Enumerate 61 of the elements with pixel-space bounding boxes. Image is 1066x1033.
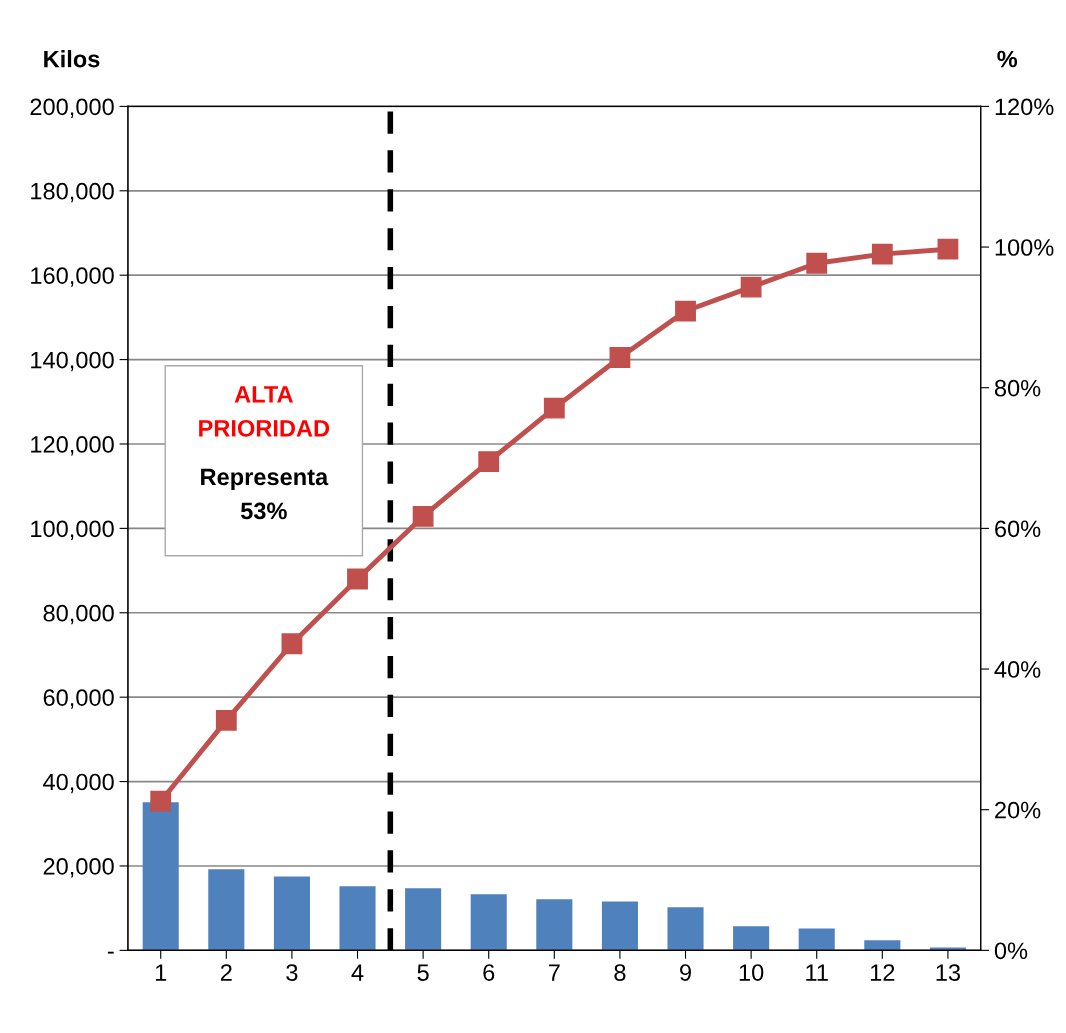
- point: [347, 568, 368, 590]
- x-tick-label: 7: [548, 964, 560, 981]
- x-tick-label: 3: [286, 964, 298, 981]
- x-tick-label: 1: [155, 964, 167, 981]
- point: [281, 633, 303, 655]
- point: [543, 397, 565, 419]
- y-tick-label: 80,000: [43, 604, 114, 625]
- y2-tick-label: 120%: [995, 98, 1054, 116]
- point: [806, 252, 828, 274]
- x-tick-label: 13: [936, 964, 961, 981]
- x-tick-label: 12: [870, 964, 895, 981]
- y-tick-label: 100,000: [31, 520, 114, 540]
- x-tick-label: 10: [739, 964, 764, 981]
- y-tick-label: 120,000: [31, 436, 114, 456]
- bar: [733, 926, 770, 951]
- y-tick-label: -: [107, 951, 114, 954]
- y2-tick-label: 100%: [995, 239, 1054, 256]
- y-tick-label: 20,000: [43, 858, 114, 878]
- bar: [798, 928, 835, 951]
- bar: [601, 901, 638, 951]
- y2-tick-label: 80%: [994, 379, 1041, 397]
- y-tick-label: 200,000: [30, 98, 114, 118]
- bar: [405, 888, 442, 951]
- x-tick-label: 4: [351, 964, 364, 981]
- y2-axis-title: %: [997, 50, 1018, 68]
- bar: [208, 869, 245, 951]
- bar: [470, 894, 507, 951]
- point: [150, 790, 172, 812]
- y2-tick-label: 60%: [995, 520, 1041, 538]
- y-tick-label: 140,000: [31, 351, 114, 372]
- point: [478, 451, 500, 472]
- y-tick-label: 160,000: [31, 267, 114, 287]
- x-tick-label: 2: [220, 964, 232, 981]
- bar: [339, 886, 376, 951]
- point: [871, 243, 893, 265]
- y2-tick-label: 0%: [994, 942, 1028, 960]
- annotation: Representa 53%: [201, 468, 329, 520]
- bar: [667, 907, 704, 951]
- point: [609, 347, 631, 368]
- y-tick-label: 60,000: [43, 689, 114, 709]
- bar: [864, 940, 901, 951]
- y-axis-title: Kilos: [44, 50, 100, 68]
- y-tick-label: 40,000: [43, 773, 114, 794]
- y-tick-label: 180,000: [31, 182, 114, 203]
- x-tick-label: 9: [680, 964, 691, 981]
- bar: [929, 947, 966, 951]
- point: [412, 506, 434, 527]
- point: [740, 276, 762, 298]
- bar: [536, 899, 573, 951]
- point: [215, 709, 237, 731]
- x-tick-label: 11: [806, 964, 828, 981]
- y2-tick-label: 20%: [995, 801, 1041, 819]
- bar: [142, 802, 179, 951]
- bar: [273, 876, 310, 951]
- x-tick-label: 8: [614, 964, 626, 981]
- y2-tick-label: 40%: [994, 661, 1041, 678]
- x-tick-label: 6: [483, 964, 495, 981]
- annotation: ALTA PRIORIDAD: [199, 386, 330, 437]
- point: [675, 300, 696, 322]
- x-tick-label: 5: [417, 964, 429, 981]
- point: [937, 238, 959, 260]
